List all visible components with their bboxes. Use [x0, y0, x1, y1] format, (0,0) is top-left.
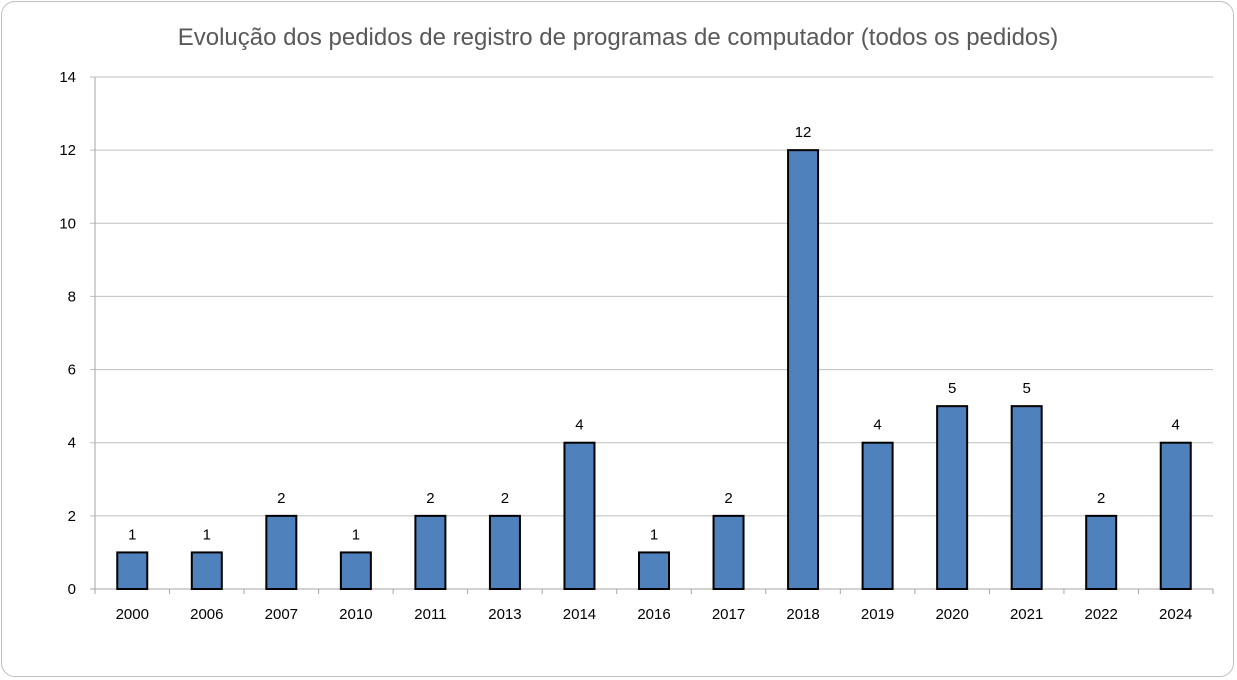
bar-2007: [265, 514, 298, 590]
bar-2020: [936, 405, 969, 590]
x-tick-label: 2016: [637, 606, 670, 623]
x-tick-label: 2021: [1010, 606, 1043, 623]
data-label: 2: [277, 490, 285, 507]
x-tick-label: 2017: [712, 606, 745, 623]
x-tick-label: 2024: [1159, 606, 1192, 623]
data-label: 2: [501, 490, 509, 507]
bar-2011: [414, 514, 447, 590]
data-label: 12: [795, 124, 812, 141]
x-tick-label: 2000: [116, 606, 149, 623]
x-tick-label: 2010: [339, 606, 372, 623]
data-label: 5: [1022, 380, 1030, 397]
data-label: 1: [650, 526, 658, 543]
x-tick-label: 2013: [488, 606, 521, 623]
data-label: 4: [873, 417, 881, 434]
data-label: 4: [575, 417, 583, 434]
x-tick-label: 2022: [1085, 606, 1118, 623]
y-tick-label: 2: [68, 508, 76, 525]
x-tick-label: 2020: [935, 606, 968, 623]
data-label: 1: [128, 526, 136, 543]
bar-2016: [638, 551, 670, 591]
data-label: 2: [1097, 490, 1105, 507]
x-tick-label: 2007: [265, 606, 298, 623]
y-tick-label: 6: [68, 362, 76, 379]
y-tick-label: 14: [59, 69, 76, 86]
bar-2006: [190, 551, 223, 591]
bar-2018: [787, 149, 820, 590]
y-tick-label: 4: [68, 435, 76, 452]
data-label: 1: [203, 526, 211, 543]
data-label: 4: [1172, 417, 1180, 434]
bar-2021: [1010, 405, 1043, 590]
y-tick-label: 12: [59, 142, 76, 159]
data-label: 1: [352, 526, 360, 543]
bar-2010: [339, 551, 372, 591]
bar-2000: [116, 551, 149, 591]
data-label: 2: [426, 490, 434, 507]
data-label: 5: [948, 380, 956, 397]
x-tick-label: 2014: [563, 606, 596, 623]
y-tick-label: 8: [68, 288, 76, 305]
x-tick-label: 2006: [190, 606, 223, 623]
x-tick-label: 2018: [786, 606, 819, 623]
y-tick-label: 0: [68, 581, 76, 598]
x-tick-label: 2019: [861, 606, 894, 623]
data-label: 2: [724, 490, 732, 507]
bar-2014: [563, 441, 596, 591]
bar-2013: [488, 514, 521, 590]
bar-2019: [861, 441, 894, 591]
bar-2022: [1085, 514, 1118, 590]
chart-title: Evolução dos pedidos de registro de prog…: [178, 24, 1059, 51]
bar-2024: [1159, 441, 1192, 591]
y-tick-label: 10: [59, 215, 76, 232]
x-tick-label: 2011: [414, 606, 446, 623]
bar-2017: [712, 514, 745, 590]
